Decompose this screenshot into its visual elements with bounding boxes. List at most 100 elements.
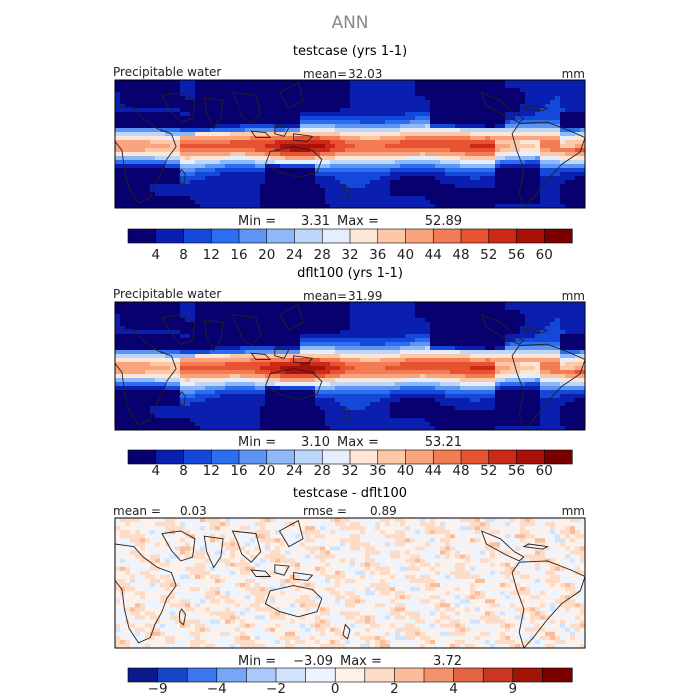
heatmap-cell	[140, 152, 146, 157]
heatmap-cell	[115, 80, 121, 85]
heatmap-cell	[310, 334, 316, 339]
heatmap-cell	[495, 326, 501, 331]
heatmap-cell	[125, 152, 131, 157]
heatmap-cell	[450, 180, 456, 185]
heatmap-cell	[560, 326, 566, 331]
heatmap-cell	[455, 108, 461, 113]
heatmap-cell	[400, 112, 406, 117]
heatmap-cell	[290, 100, 296, 105]
heatmap-cell	[430, 338, 436, 343]
heatmap-cell	[295, 184, 301, 189]
heatmap-cell	[320, 120, 326, 125]
heatmap-cell	[160, 120, 166, 125]
heatmap-cell	[305, 84, 311, 89]
heatmap-cell	[280, 326, 286, 331]
heatmap-cell	[150, 350, 156, 355]
heatmap-cell	[555, 314, 561, 319]
heatmap-cell	[415, 338, 421, 343]
heatmap-cell	[180, 140, 186, 145]
heatmap-cell	[490, 108, 496, 113]
heatmap-cell	[180, 128, 186, 133]
heatmap-cell	[260, 140, 266, 145]
heatmap-cell	[295, 144, 301, 149]
heatmap-cell	[415, 112, 421, 117]
heatmap-cell	[370, 342, 376, 347]
heatmap-cell	[355, 104, 361, 109]
heatmap-cell	[545, 156, 551, 161]
heatmap-cell	[340, 152, 346, 157]
heatmap-cell	[165, 204, 171, 208]
heatmap-cell	[185, 200, 191, 205]
heatmap-cell	[495, 302, 501, 307]
heatmap-cell	[220, 124, 226, 129]
heatmap-cell	[335, 136, 341, 141]
heatmap-cell	[545, 362, 551, 367]
heatmap-cell	[380, 346, 386, 351]
heatmap-cell	[260, 326, 266, 331]
heatmap-cell	[460, 204, 466, 208]
heatmap-cell	[495, 204, 501, 208]
heatmap-cell	[320, 84, 326, 89]
variable-label: Precipitable water	[113, 287, 221, 301]
heatmap-cell	[130, 326, 136, 331]
heatmap-cell	[440, 180, 446, 185]
heatmap-cell	[150, 92, 156, 97]
heatmap-cell	[345, 310, 351, 315]
heatmap-cell	[485, 338, 491, 343]
heatmap-cell	[215, 322, 221, 327]
heatmap-cell	[515, 148, 521, 153]
heatmap-cell	[535, 180, 541, 185]
heatmap-cell	[320, 374, 326, 379]
heatmap-cell	[555, 350, 561, 355]
heatmap-cell	[275, 152, 281, 157]
heatmap-cell	[475, 136, 481, 141]
heatmap-cell	[180, 120, 186, 125]
heatmap-cell	[400, 160, 406, 165]
heatmap-cell	[285, 204, 291, 208]
heatmap-cell	[405, 342, 411, 347]
heatmap-cell	[535, 112, 541, 117]
heatmap-cell	[415, 84, 421, 89]
heatmap-cell	[495, 96, 501, 101]
heatmap-cell	[365, 374, 371, 379]
heatmap-cell	[295, 322, 301, 327]
heatmap-cell	[440, 132, 446, 137]
heatmap-cell	[235, 172, 241, 177]
heatmap-cell	[385, 164, 391, 169]
heatmap-cell	[540, 346, 546, 351]
heatmap-cell	[195, 176, 201, 181]
heatmap-cell	[255, 172, 261, 177]
heatmap-cell	[305, 338, 311, 343]
heatmap-cell	[470, 124, 476, 129]
heatmap-cell	[325, 382, 331, 387]
heatmap-cell	[505, 120, 511, 125]
heatmap-cell	[370, 204, 376, 208]
heatmap-cell	[285, 382, 291, 387]
heatmap-cell	[340, 370, 346, 375]
heatmap-cell	[415, 120, 421, 125]
heatmap-cell	[565, 132, 571, 137]
heatmap-cell	[390, 192, 396, 197]
heatmap-cell	[475, 370, 481, 375]
heatmap-cell	[265, 108, 271, 113]
heatmap-cell	[165, 350, 171, 355]
heatmap-cell	[320, 342, 326, 347]
heatmap-cell	[310, 120, 316, 125]
heatmap-cell	[405, 334, 411, 339]
heatmap-cell	[120, 136, 126, 141]
heatmap-cell	[170, 168, 176, 173]
heatmap-cell	[155, 84, 161, 89]
heatmap-cell	[530, 354, 536, 359]
heatmap-cell	[125, 342, 131, 347]
heatmap-cell	[215, 180, 221, 185]
heatmap-cell	[125, 184, 131, 189]
heatmap-cell	[250, 140, 256, 145]
heatmap-cell	[550, 100, 556, 105]
heatmap-cell	[395, 112, 401, 117]
heatmap-cell	[210, 84, 216, 89]
heatmap-cell	[490, 84, 496, 89]
heatmap-cell	[300, 314, 306, 319]
heatmap-cell	[305, 362, 311, 367]
heatmap-cell	[485, 196, 491, 201]
heatmap-cell	[130, 140, 136, 145]
